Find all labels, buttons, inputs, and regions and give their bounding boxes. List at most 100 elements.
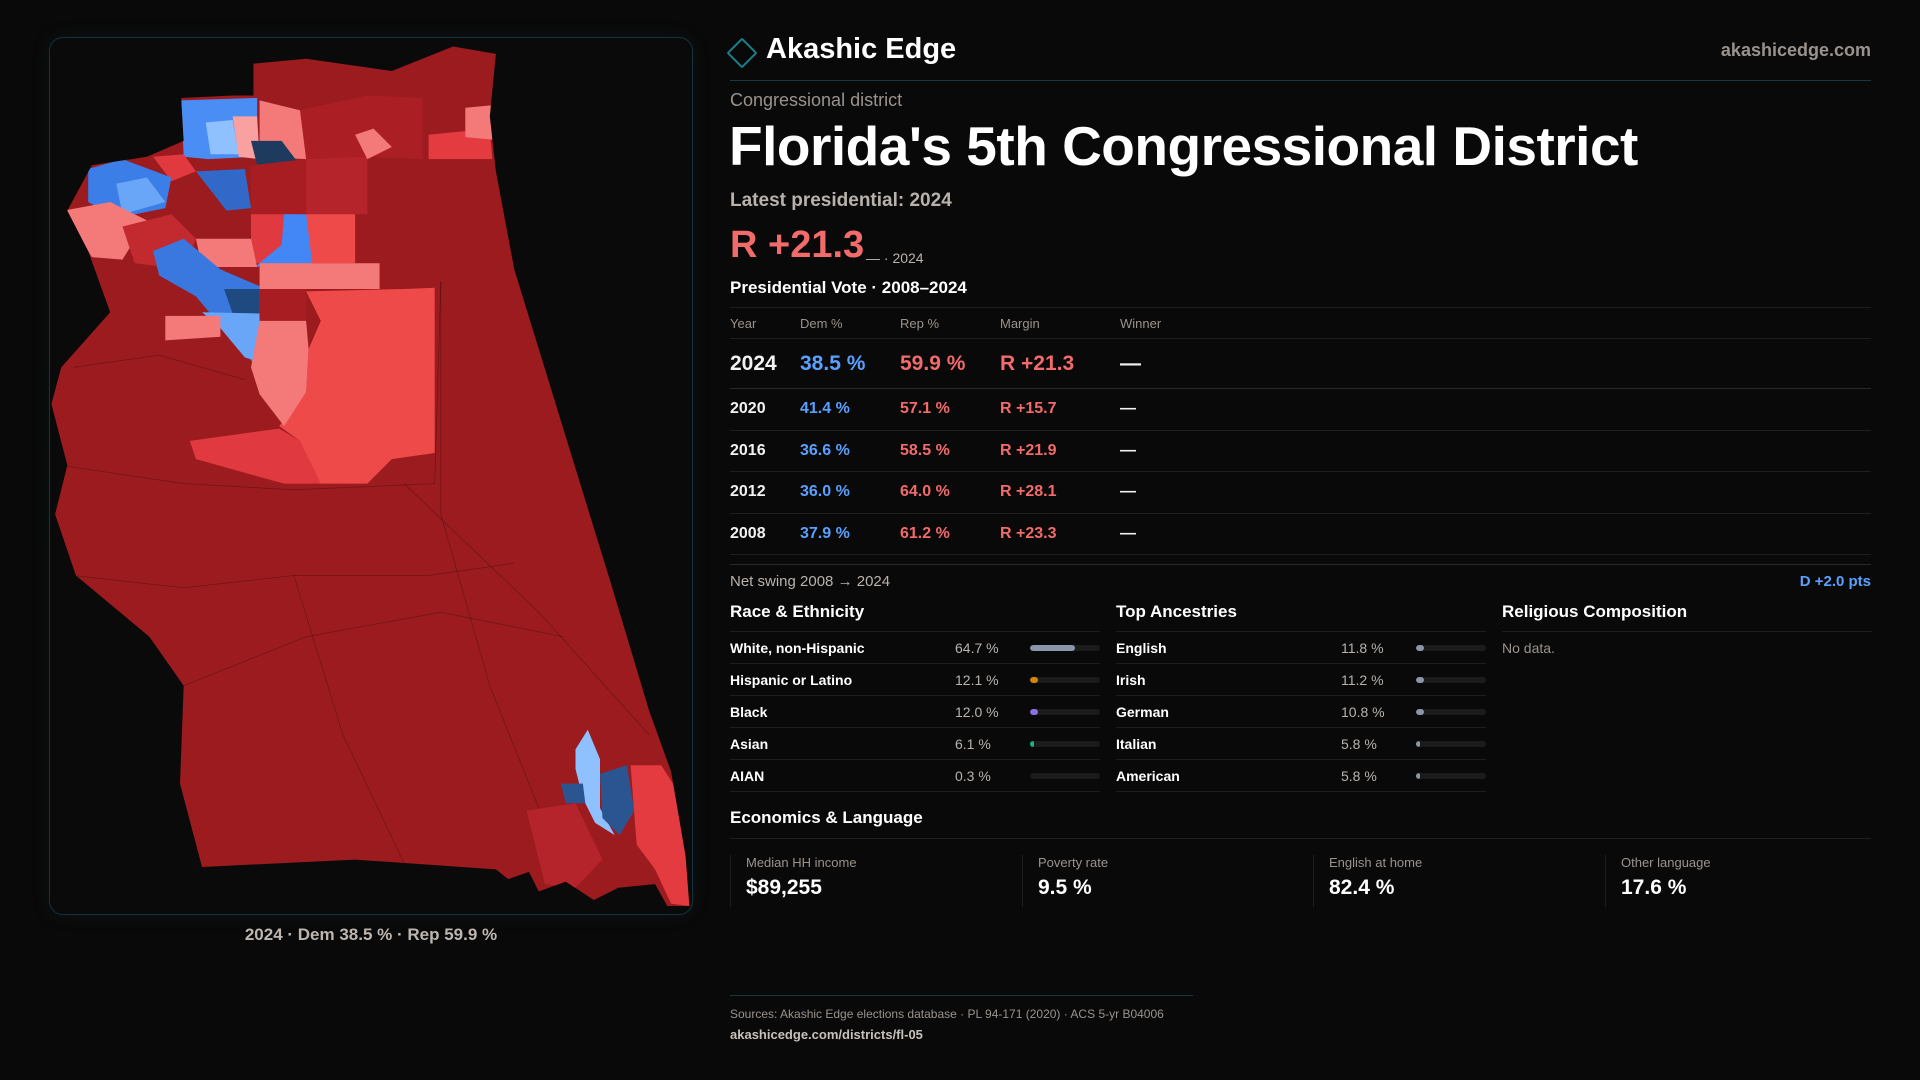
cell-dem: 38.5 % [800, 338, 900, 389]
row-label: German [1116, 703, 1169, 720]
stat-english: English at home 82.4 % [1313, 855, 1422, 907]
bar-track [1416, 644, 1486, 651]
precinct[interactable] [195, 238, 258, 267]
bar-track [1030, 644, 1100, 651]
footer-divider [730, 995, 1193, 996]
bar-track [1030, 676, 1100, 683]
precinct[interactable] [63, 202, 147, 260]
precinct[interactable] [251, 159, 307, 215]
precinct-dem[interactable] [575, 729, 615, 836]
cell-year: 2008 [730, 513, 800, 555]
row-label: White, non-Hispanic [730, 639, 865, 656]
vote-row: 2008 37.9 % 61.2 % R +23.3— [730, 513, 1871, 555]
stat-row: Irish 11.2 % [1116, 664, 1486, 696]
footer-url-link[interactable]: akashicedge.com/districts/fl-05 [730, 1027, 923, 1042]
bar-fill [1416, 676, 1424, 683]
precinct[interactable] [153, 154, 196, 182]
stat-row: Black 12.0 % [730, 696, 1100, 728]
precinct[interactable] [259, 288, 307, 321]
row-label: AIAN [730, 767, 765, 784]
stat-row: German 10.8 % [1116, 696, 1486, 728]
cell-dem: 36.0 % [800, 471, 900, 514]
stat-label: English at home [1329, 855, 1423, 870]
row-label: Italian [1116, 735, 1157, 752]
row-label: American [1116, 767, 1180, 784]
cell-dem: 36.6 % [800, 430, 900, 472]
bar-fill [1416, 740, 1421, 747]
precinct[interactable] [526, 803, 603, 888]
bar-track [1416, 740, 1486, 747]
presidential-vote-table: Year Dem % Rep % Margin Winner 2024 38.5 … [730, 307, 1871, 555]
cell-year: 2016 [730, 430, 800, 472]
bar-track [1030, 772, 1100, 779]
row-value: 12.0 % [955, 703, 999, 720]
precinct-boundary [403, 483, 650, 735]
header-divider [730, 80, 1871, 81]
col-rep: Rep % [900, 307, 1000, 339]
cell-year: 2020 [730, 388, 800, 431]
stat-median-income: Median HH income $89,255 [730, 855, 857, 907]
cell-rep: 61.2 % [900, 513, 1000, 555]
precinct[interactable] [306, 156, 368, 215]
precinct-dem[interactable] [205, 120, 239, 155]
col-year: Year [730, 307, 800, 339]
vote-row: 2020 41.4 % 57.1 % R +15.7— [730, 388, 1871, 431]
precinct-dem[interactable] [195, 168, 252, 211]
map-caption: 2024 · Dem 38.5 % · Rep 59.9 % [244, 925, 498, 944]
ancestry-section: Top Ancestries English 11.8 % Irish 11.2 % G… [1116, 602, 1486, 792]
presidential-vote-title: Presidential Vote · 2008–2024 [730, 278, 967, 297]
precinct[interactable] [189, 428, 321, 484]
vote-row: 2016 36.6 % 58.5 % R +21.9— [730, 430, 1871, 472]
row-value: 5.8 % [1341, 735, 1377, 752]
precinct[interactable] [465, 105, 493, 140]
col-dem: Dem % [800, 307, 900, 339]
latest-margin: R +21.3 [730, 224, 865, 266]
precinct[interactable] [165, 315, 221, 341]
stat-label: Other language [1621, 855, 1711, 870]
bar-track [1416, 772, 1486, 779]
precinct-dem[interactable] [254, 214, 313, 267]
precinct-strong-dem[interactable] [224, 288, 260, 314]
row-label: Black [730, 703, 768, 720]
religion-section: Religious Composition No data. [1502, 602, 1872, 656]
stat-label: Poverty rate [1038, 855, 1109, 870]
precinct-boundary [440, 281, 540, 809]
precinct-strong-dem[interactable] [560, 783, 586, 804]
stat-other-language: Other language 17.6 % [1605, 855, 1711, 907]
bar-fill [1416, 644, 1425, 651]
precinct-strong-dem[interactable] [600, 765, 635, 836]
row-value: 12.1 % [955, 671, 999, 688]
precinct-dem[interactable] [116, 177, 166, 215]
precinct[interactable] [355, 128, 392, 160]
precinct-boundary [73, 354, 245, 380]
stat-row: White, non-Hispanic 64.7 % [730, 632, 1100, 664]
site-link[interactable]: akashicedge.com [1720, 40, 1871, 60]
row-label: Irish [1116, 671, 1146, 688]
cell-margin: R +21.3 [1000, 338, 1120, 389]
race-ethnicity-section: Race & Ethnicity White, non-Hispanic 64.7… [730, 602, 1100, 792]
cell-dem: 41.4 % [800, 388, 900, 431]
precinct[interactable] [259, 263, 380, 289]
row-value: 11.8 % [1341, 639, 1384, 656]
stat-row: AIAN 0.3 % [730, 760, 1100, 792]
precinct[interactable] [232, 116, 260, 160]
bar-fill [1030, 676, 1039, 683]
row-value: 5.8 % [1341, 767, 1377, 784]
precinct-boundary [293, 575, 405, 864]
cell-winner: — [1120, 338, 1871, 389]
row-value: 11.2 % [1341, 671, 1384, 688]
precinct[interactable] [300, 95, 423, 160]
cell-rep: 64.0 % [900, 471, 1000, 514]
precinct[interactable] [630, 765, 690, 907]
row-value: 0.3 % [955, 767, 991, 784]
bar-fill [1030, 644, 1076, 651]
precinct-strong-dem[interactable] [251, 140, 300, 166]
brand-name[interactable]: Akashic Edge [766, 33, 957, 65]
precinct[interactable] [306, 214, 356, 264]
stat-row: Italian 5.8 % [1116, 728, 1486, 760]
section-title: Religious Composition [1502, 602, 1872, 632]
precinct[interactable] [251, 320, 309, 427]
precinct-lean-rep[interactable] [279, 287, 435, 484]
vote-row: 2024 38.5 % 59.9 % R +21.3— [730, 338, 1871, 389]
